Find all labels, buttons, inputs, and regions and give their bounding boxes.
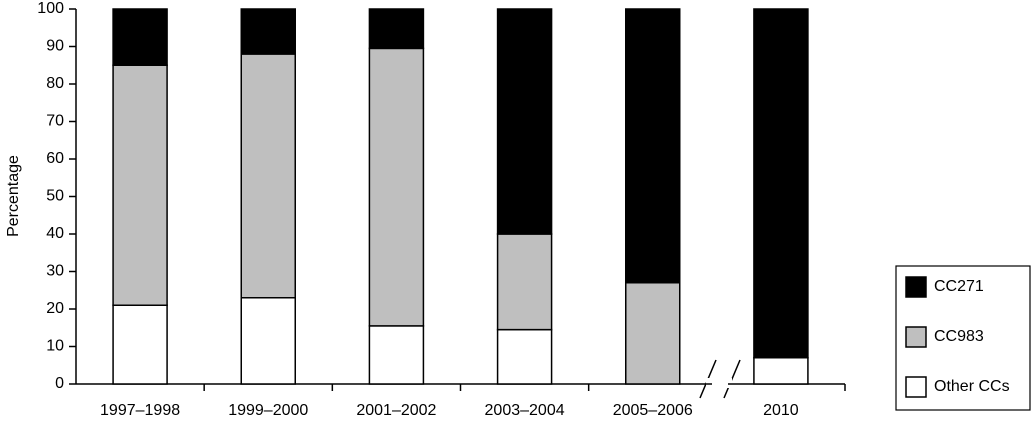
x-tick-label: 2001–2002 — [356, 402, 436, 419]
bar-segment — [112, 8, 168, 66]
x-tick-label: 1999–2000 — [228, 402, 308, 419]
legend-swatch — [905, 326, 927, 348]
bar-segment — [496, 8, 553, 235]
y-tick-label: 100 — [37, 0, 64, 17]
bar-segment — [625, 8, 681, 284]
bar-segment — [112, 304, 168, 385]
bar-segment — [368, 8, 425, 50]
x-tick-label: 2005–2006 — [613, 402, 693, 419]
legend-box — [895, 265, 1031, 411]
axis-break — [699, 359, 741, 399]
legend-label: Other CCs — [934, 378, 1010, 395]
y-tick-label: 0 — [55, 375, 64, 392]
y-tick-label: 70 — [46, 113, 64, 130]
bar-segment — [496, 328, 553, 385]
bar-segment — [240, 53, 296, 299]
bar-segment — [112, 64, 168, 306]
x-tick-label: 2003–2004 — [485, 402, 565, 419]
y-axis-label: Percentage — [5, 155, 22, 237]
y-tick-label: 60 — [46, 150, 64, 167]
y-tick-label: 20 — [46, 300, 64, 317]
y-tick-label: 90 — [46, 38, 64, 55]
y-tick-label: 30 — [46, 263, 64, 280]
y-tick-label: 80 — [46, 75, 64, 92]
bar-segment — [240, 8, 296, 55]
bar-segment — [496, 233, 553, 331]
bar-segment — [753, 357, 809, 385]
bar-segment — [625, 282, 681, 385]
x-tick-label: 2010 — [763, 402, 799, 419]
bar-segment — [753, 8, 809, 359]
y-tick-label: 40 — [46, 225, 64, 242]
legend-swatch — [905, 376, 927, 398]
legend-label: CC983 — [934, 328, 984, 345]
x-tick-label: 1997–1998 — [100, 402, 180, 419]
y-tick-label: 10 — [46, 338, 64, 355]
bar-segment — [240, 297, 296, 385]
legend-swatch — [905, 276, 927, 298]
y-tick-label: 50 — [46, 188, 64, 205]
bar-segment — [368, 47, 425, 327]
bar-segment — [368, 325, 425, 385]
legend-label: CC271 — [934, 278, 984, 295]
